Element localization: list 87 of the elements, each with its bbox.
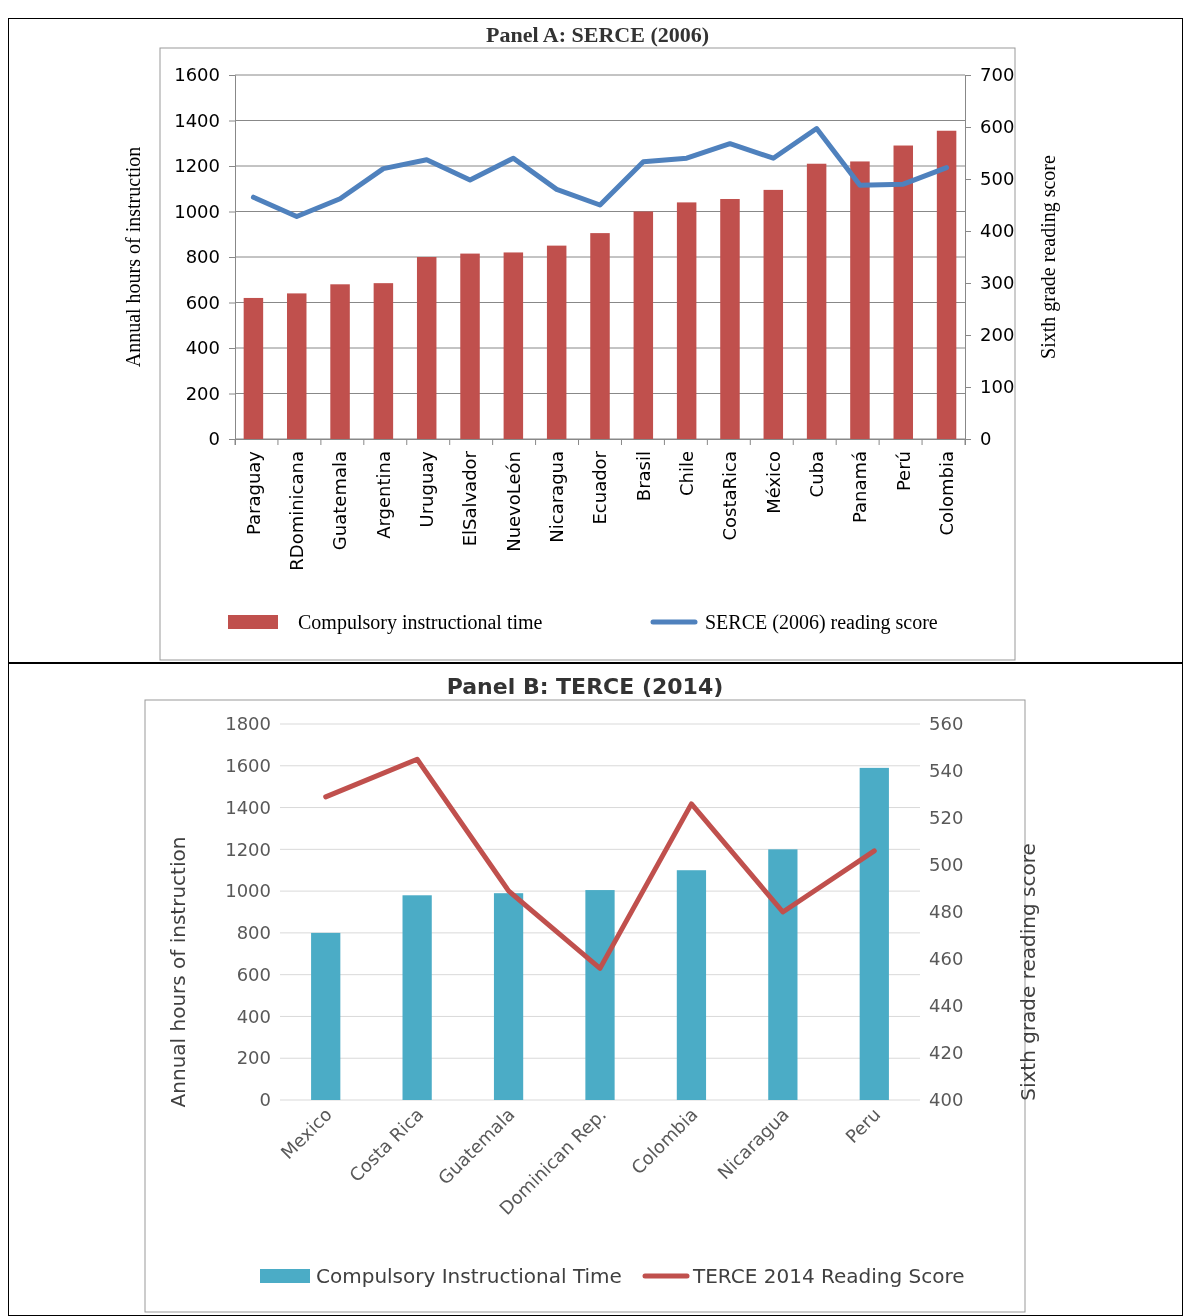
y-axis-title: Annual hours of instruction [166,836,190,1108]
legend-label: Compulsory Instructional Time [316,1264,622,1288]
y2-tick-label: 500 [929,854,964,876]
bar [633,211,654,439]
y2-tick-label: 100 [980,376,1015,398]
bar [893,145,914,439]
bar [460,253,480,439]
bar [416,257,437,439]
y2-tick-label: 700 [980,64,1015,86]
y2-tick-label: 400 [980,220,1015,242]
bar [676,870,707,1100]
y-tick-label: 400 [185,337,220,359]
x-tick-label: Uruguay [416,450,438,528]
bar [493,893,524,1100]
x-tick-label: ElSalvador [459,450,481,547]
x-tick-label: Panamá [849,451,871,524]
y-tick-label: 1600 [225,755,271,777]
x-tick-label: Chile [675,451,697,497]
bar [311,932,341,1100]
bar [503,252,524,439]
y2-tick-label: 0 [980,428,992,450]
y-axis-title: Annual hours of instruction [122,146,144,368]
y2-tick-label: 200 [980,324,1015,346]
bar [763,189,784,439]
x-tick-label: Paraguay [242,450,264,536]
y2-tick-label: 500 [980,168,1015,190]
bar [806,163,827,439]
y2-tick-label: 480 [929,901,964,923]
x-tick-label: Argentina [372,451,394,539]
bar [850,161,870,439]
y-tick-label: 1200 [174,155,220,177]
x-tick-label: Colombia [935,451,957,536]
y-tick-label: 200 [236,1047,271,1069]
y-tick-label: 0 [208,428,220,450]
bar [768,849,798,1100]
y2-tick-label: 460 [929,948,964,970]
bar [585,890,615,1100]
x-tick-label: Perú [892,451,914,492]
chart-title: Panel B: TERCE (2014) [446,674,724,699]
x-tick-label: Nicaragua [545,451,567,543]
y-tick-label: 1400 [225,796,271,818]
x-tick-label: Guatemala [329,451,351,551]
y-tick-label: 800 [236,922,271,944]
chart-title: Panel A: SERCE (2006) [485,22,710,47]
bar [286,293,307,439]
y-tick-label: 0 [259,1089,271,1111]
y-tick-label: 600 [236,963,271,985]
bar [402,895,432,1100]
y-tick-label: 1000 [174,200,220,222]
y2-tick-label: 600 [980,116,1015,138]
y-tick-label: 400 [236,1005,271,1027]
bar [720,198,740,439]
legend-label: SERCE (2006) reading score [705,611,938,634]
x-tick-label: RDominicana [286,451,308,571]
bar [936,130,957,439]
bar [373,283,394,439]
bar [330,284,350,439]
y2-tick-label: 520 [929,807,964,829]
legend-label: Compulsory instructional time [298,611,543,634]
y-tick-label: 800 [185,246,220,268]
y-tick-label: 1400 [174,109,220,131]
bar [546,245,567,439]
y-tick-label: 1000 [225,880,271,902]
x-tick-label: Brasil [632,451,654,502]
y-tick-label: 1800 [225,713,271,735]
x-tick-label: México [762,451,784,514]
legend-label: TERCE 2014 Reading Score [692,1264,965,1288]
bar [243,297,264,439]
y2-tick-label: 400 [929,1089,964,1111]
y2-tick-label: 440 [929,995,964,1017]
y2-axis-title: Sixth grade reading score [1016,843,1040,1101]
x-tick-label: NuevoLeón [502,451,524,552]
y-tick-label: 200 [185,382,220,404]
bar [859,767,889,1100]
y2-tick-label: 420 [929,1042,964,1064]
x-tick-label: Ecuador [589,450,611,525]
bar [676,202,697,439]
y-tick-label: 600 [185,291,220,313]
y2-tick-label: 300 [980,272,1015,294]
x-tick-label: CostaRica [719,451,741,541]
y2-tick-label: 560 [929,713,964,735]
x-tick-label: Cuba [805,451,827,498]
bar [590,233,610,439]
y2-tick-label: 540 [929,760,964,782]
y2-axis-title: Sixth grade reading score [1037,154,1060,359]
y-tick-label: 1600 [174,64,220,86]
y-tick-label: 1200 [225,838,271,860]
